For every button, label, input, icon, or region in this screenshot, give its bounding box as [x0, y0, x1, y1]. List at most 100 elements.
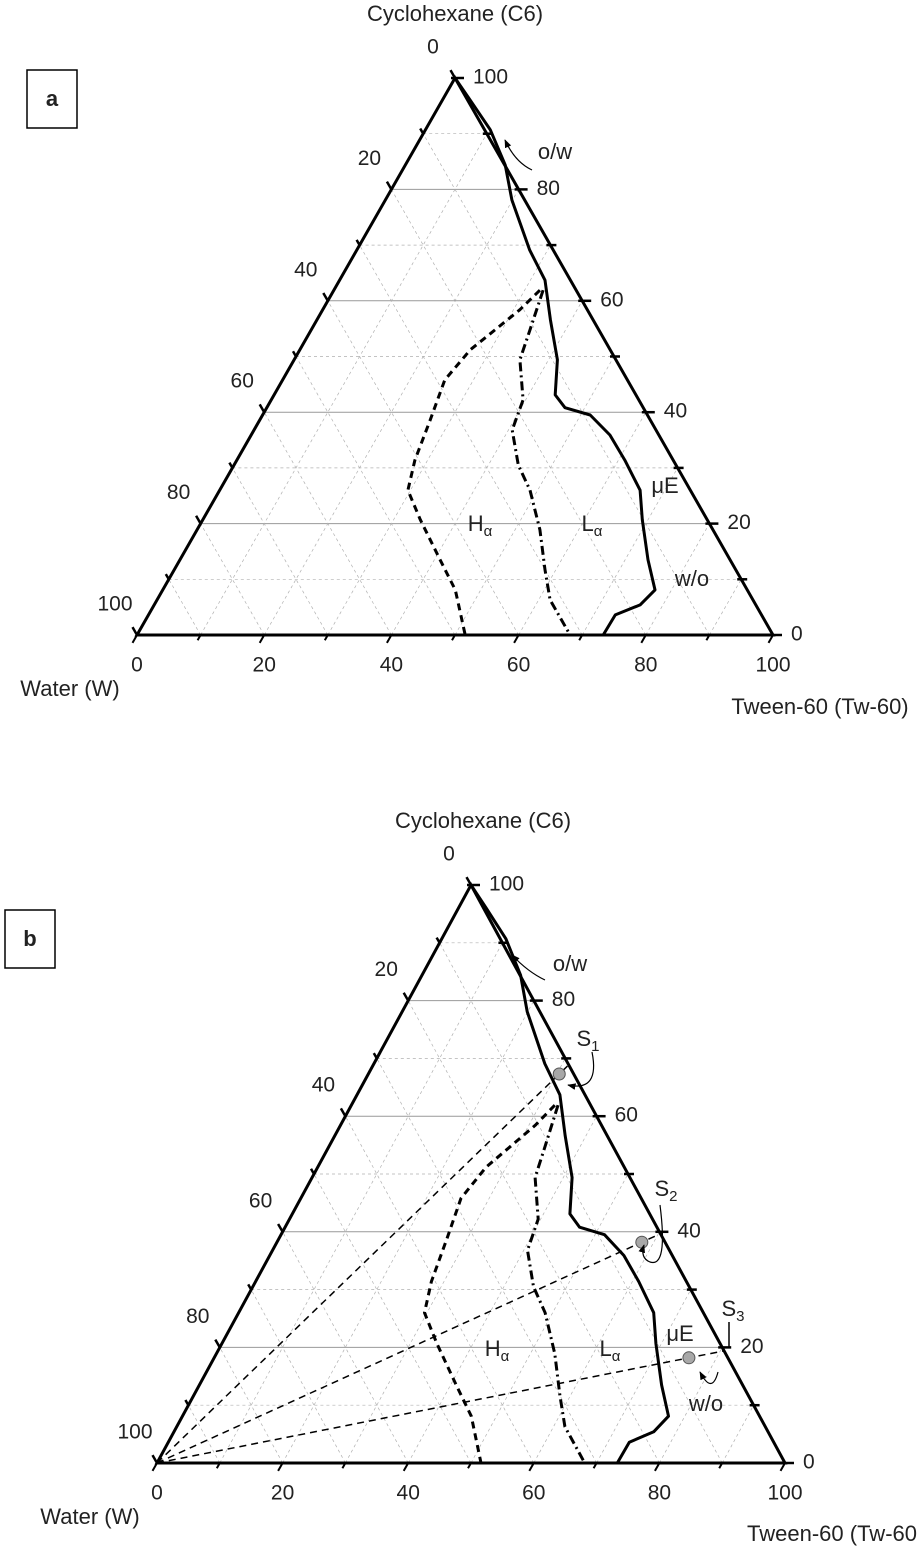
annotation-subscript: 3: [736, 1308, 744, 1325]
grid-line: [581, 467, 678, 636]
annotation-text: L: [582, 511, 594, 536]
grid-line: [232, 467, 329, 636]
phase-boundary: [406, 289, 541, 636]
annotation-subscript: α: [484, 523, 493, 540]
bottom-tick-label: 80: [648, 1482, 671, 1505]
sample-point: [635, 1235, 649, 1249]
grid-line: [313, 1173, 472, 1464]
phase-boundary: [510, 289, 572, 636]
annotation-text: S: [576, 1026, 591, 1051]
tick-mark: [164, 573, 170, 580]
annotation-text: o/w: [538, 139, 572, 164]
annotation: μE: [666, 1321, 693, 1346]
tick-mark: [131, 634, 138, 644]
annotation: S2: [654, 1176, 677, 1205]
grid-line: [219, 942, 503, 1464]
grid-line: [168, 579, 201, 636]
right-tick-label: 60: [615, 1104, 638, 1127]
tick-mark: [779, 1462, 786, 1472]
annotation-text: w/o: [674, 566, 709, 591]
tick-mark: [654, 1462, 661, 1472]
annotation: μE: [651, 473, 678, 498]
grid-line: [659, 1347, 723, 1464]
grid-line: [439, 942, 723, 1464]
tick-mark: [341, 1462, 347, 1469]
phase-boundary: [526, 1104, 587, 1464]
bottom-tick-label: 80: [634, 654, 657, 677]
tick-mark: [277, 1462, 284, 1472]
tick-mark: [767, 634, 774, 644]
phase-boundary: [453, 77, 657, 636]
sample-point: [552, 1067, 566, 1081]
tick-mark: [258, 403, 266, 413]
bottom-tick-label: 20: [253, 654, 276, 677]
tick-mark: [640, 634, 647, 644]
tick-mark: [385, 180, 393, 191]
tick-mark: [323, 634, 329, 641]
tick-mark: [291, 350, 298, 358]
grid-line: [250, 1289, 346, 1464]
bottom-tick-label: 60: [522, 1482, 545, 1505]
tick-mark: [592, 1462, 598, 1469]
tick-mark: [465, 876, 473, 886]
dilution-line: [156, 1350, 725, 1464]
bottom-tick-label: 0: [131, 654, 143, 677]
left-tick-label: 100: [97, 593, 132, 616]
tick-mark: [322, 292, 329, 302]
annotation-text: S: [721, 1296, 736, 1321]
top-label: Cyclohexane (C6): [395, 808, 571, 833]
bottom-tick-label: 40: [397, 1482, 420, 1505]
right-tick-label: 60: [600, 288, 623, 311]
annotation: w/o: [674, 566, 709, 591]
right-tick-label: 40: [677, 1219, 700, 1242]
tick-mark: [402, 1462, 410, 1472]
left-tick-label: 20: [358, 147, 381, 170]
annotation: S3: [721, 1296, 744, 1325]
arrow: [504, 139, 533, 171]
left-label: Water (W): [20, 676, 119, 701]
right-tick-label: 40: [664, 400, 687, 423]
tick-mark: [309, 1168, 316, 1175]
right-label: Tween-60 (Tw-60): [731, 694, 908, 719]
annotation-text: w/o: [688, 1391, 723, 1416]
tick-mark: [131, 626, 139, 636]
annotation-text: μE: [666, 1321, 693, 1346]
tick-mark: [214, 1338, 221, 1349]
bottom-tick-label: 100: [767, 1482, 802, 1505]
grid-line: [533, 1231, 660, 1464]
annotation-text: μE: [651, 473, 678, 498]
tick-mark: [402, 992, 410, 1002]
tick-mark: [372, 1052, 378, 1060]
grid-line: [263, 412, 392, 636]
sample-point: [682, 1351, 696, 1365]
tick-mark: [578, 634, 584, 641]
left-tick-label: 40: [312, 1074, 335, 1097]
tick-mark: [386, 634, 393, 644]
grid-line: [200, 133, 488, 636]
left-label: Water (W): [40, 1504, 139, 1529]
grid-line: [709, 579, 742, 636]
left-tick-label: 80: [167, 481, 190, 504]
left-tick-label: 60: [231, 370, 254, 393]
left-tick-label: 40: [294, 258, 317, 281]
tick-mark: [419, 127, 425, 135]
annotation-text: L: [600, 1336, 612, 1361]
tick-mark: [718, 1462, 724, 1469]
bottom-tick-label: 0: [151, 1482, 163, 1505]
annotation: Lα: [600, 1336, 621, 1365]
grid-line: [219, 1347, 283, 1464]
arrow: [511, 954, 546, 981]
right-tick-label: 20: [740, 1335, 763, 1358]
left-tick-label: 60: [249, 1189, 272, 1212]
tick-mark: [449, 69, 457, 79]
annotation-subscript: α: [501, 1348, 510, 1365]
tick-mark: [258, 634, 266, 644]
dilution-line: [156, 1233, 661, 1464]
tick-mark: [435, 936, 441, 944]
annotation-text: H: [468, 511, 484, 536]
grid-line: [282, 1000, 535, 1464]
grid-line: [327, 244, 551, 636]
tick-mark: [277, 1223, 284, 1233]
arrow: [567, 1051, 595, 1090]
